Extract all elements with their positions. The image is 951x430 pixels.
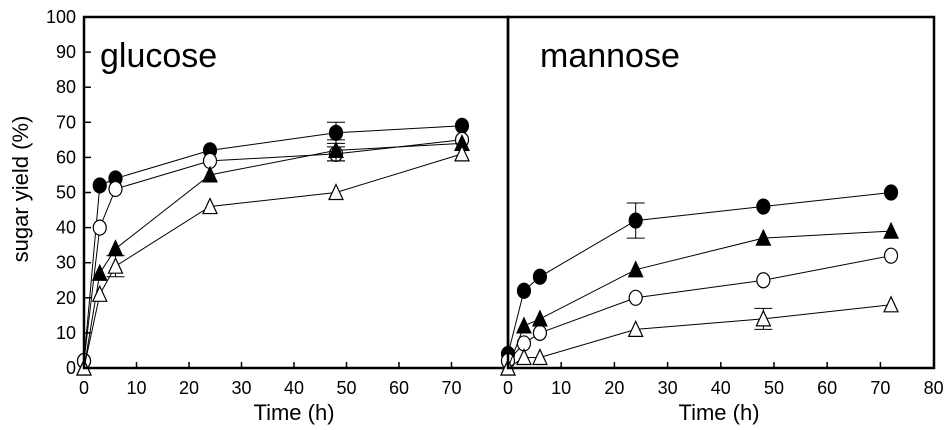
y-tick-label: 90 (56, 42, 76, 62)
data-point (91, 263, 108, 281)
y-tick-label: 60 (56, 147, 76, 167)
series-line (507, 230, 892, 369)
series-line (507, 192, 892, 355)
x-tick-label: 20 (604, 378, 624, 398)
y-tick-label: 30 (56, 253, 76, 273)
series-line (83, 153, 463, 369)
x-tick-label: 0 (79, 378, 89, 398)
data-point (108, 180, 123, 198)
x-tick-label: 30 (658, 378, 678, 398)
data-point (532, 268, 548, 285)
data-point (628, 289, 643, 306)
series-line (83, 142, 463, 369)
x-tick-label: 20 (179, 378, 199, 398)
data-point (531, 348, 548, 366)
y-tick-label: 0 (66, 358, 76, 378)
data-point (202, 197, 218, 215)
y-tick-label: 80 (56, 77, 76, 97)
y-tick-label: 20 (56, 288, 76, 308)
data-point (627, 319, 644, 337)
x-tick-label: 70 (441, 378, 461, 398)
x-tick-label: 10 (551, 378, 571, 398)
series-line (83, 139, 463, 362)
data-point (756, 198, 771, 215)
y-tick-label: 100 (46, 7, 76, 27)
data-point (883, 184, 899, 201)
data-point (328, 140, 344, 158)
data-point (516, 316, 532, 334)
mannose-panel: mannose 0 10 20 30 40 50 60 70 80 Time (h) (500, 15, 944, 425)
data-point (91, 284, 108, 302)
x-axis-title: Time (h) (678, 400, 759, 425)
x-tick-label: 10 (126, 378, 146, 398)
data-point (756, 272, 771, 289)
data-point (627, 260, 644, 278)
data-point (883, 247, 899, 264)
x-tick-label: 60 (817, 378, 837, 398)
series-line (507, 304, 892, 369)
data-point (454, 144, 470, 162)
data-point (883, 295, 899, 313)
x-tick-label: 50 (336, 378, 356, 398)
data-point (516, 348, 532, 366)
data-point (328, 124, 344, 141)
y-tick-label: 10 (56, 323, 76, 343)
panel-title: glucose (100, 37, 217, 75)
y-tick-label: 50 (56, 183, 76, 203)
x-tick-label: 0 (503, 378, 513, 398)
glucose-panel: glucose 0 10 20 30 40 50 60 70 0 10 20 30 40 50 60 70 80 9… (46, 7, 510, 425)
x-tick-label: 40 (284, 378, 304, 398)
series-line (507, 255, 892, 362)
x-tick-label: 70 (870, 378, 890, 398)
data-point (531, 309, 548, 327)
panel-title: mannose (540, 37, 680, 75)
x-tick-label: 80 (924, 378, 944, 398)
series-line (83, 125, 463, 362)
x-tick-label: 40 (711, 378, 731, 398)
y-axis-title: sugar yield (%) (8, 116, 33, 263)
data-point (883, 221, 899, 239)
plot-frame (506, 15, 936, 370)
y-tick-label: 70 (56, 112, 76, 132)
data-point (107, 256, 124, 274)
data-point (107, 239, 124, 257)
data-point (755, 228, 772, 246)
data-point (532, 324, 548, 341)
data-point (328, 183, 344, 201)
data-point (454, 117, 470, 134)
data-point (628, 212, 643, 229)
data-point (92, 219, 107, 236)
data-point (755, 309, 772, 327)
x-tick-label: 50 (764, 378, 784, 398)
y-tick-label: 40 (56, 218, 76, 238)
data-point (92, 177, 107, 194)
x-tick-label: 30 (231, 378, 251, 398)
x-tick-label: 60 (389, 378, 409, 398)
data-point (516, 282, 532, 299)
x-axis-title: Time (h) (253, 400, 334, 425)
data-point (202, 165, 218, 183)
